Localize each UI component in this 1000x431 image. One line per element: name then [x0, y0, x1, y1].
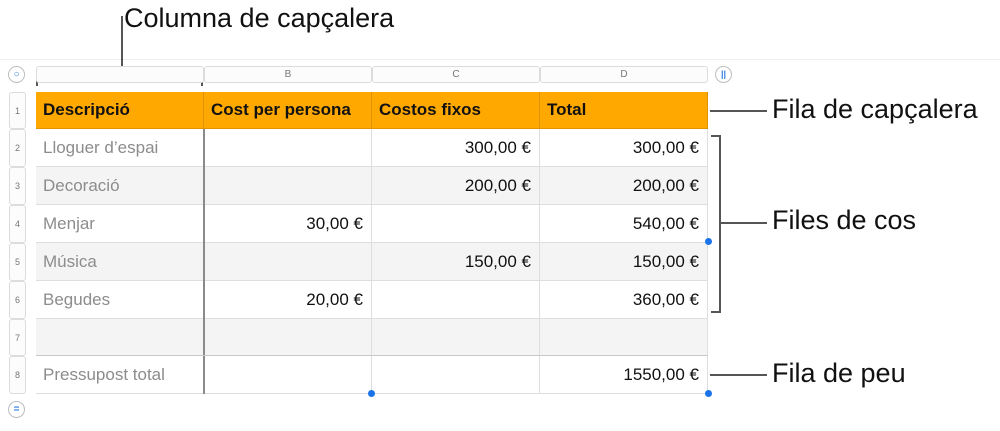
table-cell[interactable] — [540, 319, 708, 356]
row-number-2[interactable]: 2 — [9, 129, 26, 167]
callout-header-row-leader — [710, 110, 767, 112]
table-cell[interactable]: Menjar — [36, 205, 204, 243]
header-cell-cost-per-person[interactable]: Cost per persona — [204, 92, 372, 129]
table-cell[interactable] — [372, 319, 540, 356]
table-cell[interactable] — [372, 205, 540, 243]
resize-handle-bottom[interactable] — [368, 390, 375, 397]
table-cell[interactable]: Decoració — [36, 167, 204, 205]
callout-body-rows-bracket — [719, 135, 721, 313]
callout-footer-row: Fila de peu — [772, 358, 906, 388]
table-cell[interactable] — [204, 167, 372, 205]
table-cell[interactable]: 150,00 € — [540, 243, 708, 281]
select-table-button[interactable]: ○ — [8, 66, 25, 83]
column-letter-c[interactable]: C — [372, 66, 540, 83]
table-cell[interactable]: 20,00 € — [204, 281, 372, 319]
row-number-1[interactable]: 1 — [9, 92, 26, 129]
circle-icon: ○ — [13, 68, 20, 80]
resize-handle-corner[interactable] — [705, 390, 712, 397]
resize-handle-right[interactable] — [705, 238, 712, 245]
table-cell[interactable]: Lloguer d’espai — [36, 129, 204, 167]
callout-footer-row-leader — [710, 374, 767, 376]
row-number-8[interactable]: 8 — [9, 356, 26, 394]
add-row-handle[interactable]: = — [8, 401, 25, 418]
table-cell[interactable]: 300,00 € — [372, 129, 540, 167]
row-number-6[interactable]: 6 — [9, 281, 26, 319]
table-cell[interactable]: 540,00 € — [540, 205, 708, 243]
add-column-handle[interactable]: || — [715, 66, 732, 83]
column-letter-d[interactable]: D — [540, 66, 708, 83]
header-cell-total[interactable]: Total — [540, 92, 708, 129]
table-cell[interactable]: 30,00 € — [204, 205, 372, 243]
canvas-divider — [0, 59, 1000, 60]
table-cell[interactable] — [204, 129, 372, 167]
row-number-4[interactable]: 4 — [9, 205, 26, 243]
equals-bars-icon: = — [13, 403, 20, 415]
table-cell[interactable]: Música — [36, 243, 204, 281]
footer-cell-total-value[interactable]: 1550,00 € — [540, 356, 708, 394]
table-cell[interactable]: 150,00 € — [372, 243, 540, 281]
table-cell[interactable]: 200,00 € — [372, 167, 540, 205]
footer-cell[interactable] — [372, 356, 540, 394]
header-cell-fixed-costs[interactable]: Costos fixos — [372, 92, 540, 129]
callout-header-column-leader — [121, 16, 123, 78]
row-number-3[interactable]: 3 — [9, 167, 26, 205]
pause-bars-icon: || — [720, 69, 727, 79]
table-cell[interactable] — [372, 281, 540, 319]
footer-cell-total-label[interactable]: Pressupost total — [36, 356, 204, 394]
table-cell[interactable]: 300,00 € — [540, 129, 708, 167]
table-cell[interactable]: Begudes — [36, 281, 204, 319]
row-number-5[interactable]: 5 — [9, 243, 26, 281]
row-number-7[interactable]: 7 — [9, 319, 26, 356]
footer-cell[interactable] — [204, 356, 372, 394]
column-letter-b[interactable]: B — [204, 66, 372, 83]
callout-body-rows-bracket-bottom — [711, 311, 721, 313]
callout-header-row: Fila de capçalera — [772, 94, 978, 124]
callout-body-rows: Files de cos — [772, 205, 917, 235]
table-cell[interactable]: 200,00 € — [540, 167, 708, 205]
table-cell[interactable]: 360,00 € — [540, 281, 708, 319]
header-cell-description[interactable]: Descripció — [36, 92, 204, 129]
table-cell[interactable] — [204, 319, 372, 356]
callout-header-column: Columna de capçalera — [124, 3, 395, 33]
table-cell[interactable] — [204, 243, 372, 281]
callout-body-rows-leader — [721, 222, 767, 224]
table-cell[interactable] — [36, 319, 204, 356]
header-column-divider — [203, 129, 205, 394]
footer-row-divider — [36, 355, 708, 356]
callout-body-rows-bracket-top — [711, 135, 721, 137]
column-letter-a[interactable] — [36, 66, 204, 83]
